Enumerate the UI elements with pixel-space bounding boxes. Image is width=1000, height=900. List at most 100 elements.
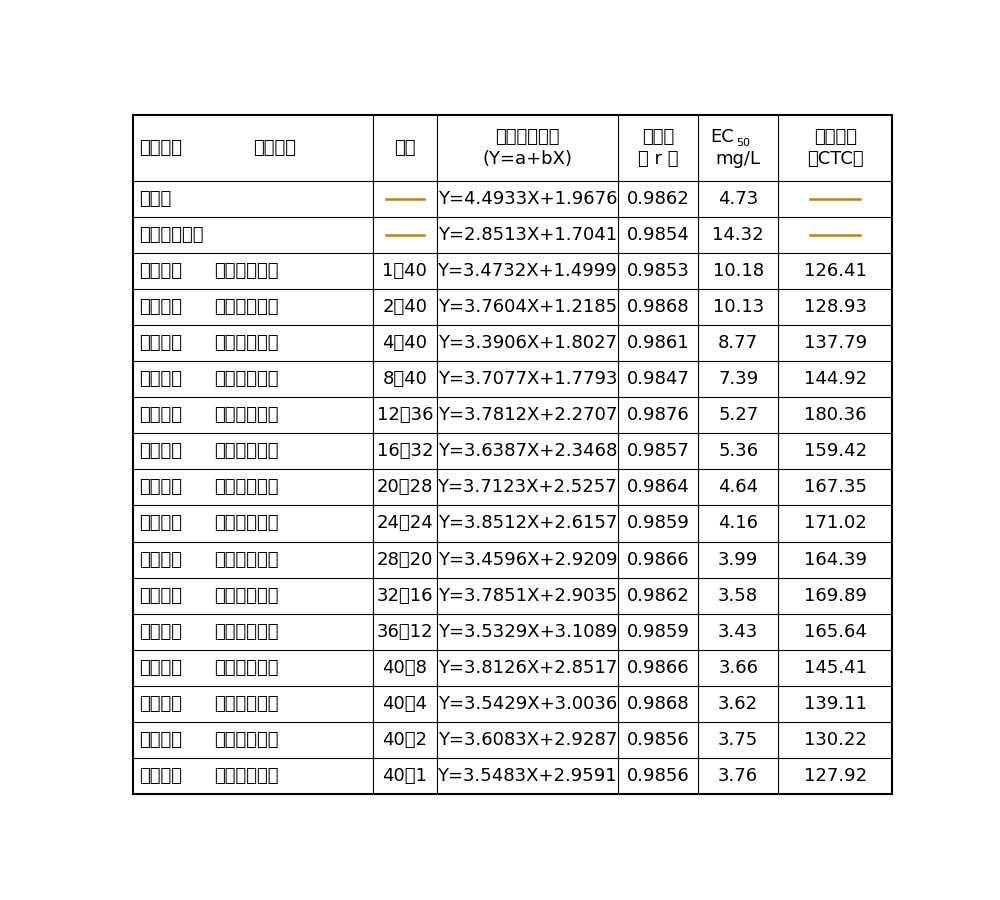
Text: Y=3.7851X+2.9035: Y=3.7851X+2.9035 [438, 587, 617, 605]
Text: 4.73: 4.73 [718, 190, 758, 208]
Text: 139.11: 139.11 [804, 695, 867, 713]
Text: 肟菌酯：: 肟菌酯： [139, 406, 182, 424]
Text: Y=3.8512X+2.6157: Y=3.8512X+2.6157 [438, 515, 617, 533]
Text: 0.9866: 0.9866 [627, 659, 689, 677]
Text: （CTC）: （CTC） [807, 150, 864, 168]
Text: EC: EC [711, 128, 734, 146]
Text: 28：20: 28：20 [377, 551, 433, 569]
Text: 3.75: 3.75 [718, 731, 758, 749]
Text: 8：40: 8：40 [382, 370, 427, 388]
Text: 3.43: 3.43 [718, 623, 758, 641]
Text: 0.9864: 0.9864 [627, 479, 689, 497]
Text: Y=3.7077X+1.7793: Y=3.7077X+1.7793 [438, 370, 617, 388]
Text: Y=3.5429X+3.0036: Y=3.5429X+3.0036 [438, 695, 617, 713]
Text: 4.16: 4.16 [718, 515, 758, 533]
Text: 16：32: 16：32 [377, 442, 433, 460]
Text: 肟菌酯：: 肟菌酯： [139, 767, 182, 785]
Text: 高效精甲霜灵: 高效精甲霜灵 [214, 406, 279, 424]
Text: 配比: 配比 [394, 139, 416, 157]
Text: 137.79: 137.79 [804, 334, 867, 352]
Text: 10.13: 10.13 [713, 298, 764, 316]
Text: 165.64: 165.64 [804, 623, 867, 641]
Text: Y=3.3906X+1.8027: Y=3.3906X+1.8027 [438, 334, 617, 352]
Text: 0.9859: 0.9859 [627, 515, 690, 533]
Text: 高效精甲霜灵: 高效精甲霜灵 [214, 262, 279, 280]
Text: 7.39: 7.39 [718, 370, 758, 388]
Text: 高效精甲霜灵: 高效精甲霜灵 [214, 695, 279, 713]
Text: 1：40: 1：40 [382, 262, 427, 280]
Text: 高效精甲霜灵: 高效精甲霜灵 [214, 442, 279, 460]
Text: 126.41: 126.41 [804, 262, 867, 280]
Text: 10.18: 10.18 [713, 262, 764, 280]
Text: 处理名称: 处理名称 [253, 139, 296, 157]
Text: mg/L: mg/L [716, 150, 761, 168]
Text: 159.42: 159.42 [804, 442, 867, 460]
Text: 40：1: 40：1 [382, 767, 427, 785]
Text: 130.22: 130.22 [804, 731, 867, 749]
Text: 0.9862: 0.9862 [627, 587, 689, 605]
Text: 0.9862: 0.9862 [627, 190, 689, 208]
Text: 高效精甲霜灵: 高效精甲霜灵 [214, 515, 279, 533]
Text: 0.9853: 0.9853 [627, 262, 690, 280]
Text: 5.36: 5.36 [718, 442, 758, 460]
Text: 3.62: 3.62 [718, 695, 758, 713]
Text: 毒力回归方程: 毒力回归方程 [495, 128, 560, 146]
Text: 高效精甲霜灵: 高效精甲霜灵 [214, 479, 279, 497]
Text: 高效精甲霜灵: 高效精甲霜灵 [214, 298, 279, 316]
Text: 相关系: 相关系 [642, 128, 674, 146]
Text: Y=3.7123X+2.5257: Y=3.7123X+2.5257 [437, 479, 617, 497]
Text: 高效精甲霜灵: 高效精甲霜灵 [214, 370, 279, 388]
Text: 肟菌酯：: 肟菌酯： [139, 551, 182, 569]
Text: 0.9876: 0.9876 [627, 406, 689, 424]
Text: 肟菌酯：: 肟菌酯： [139, 731, 182, 749]
Text: 2：40: 2：40 [382, 298, 427, 316]
Text: 4：40: 4：40 [382, 334, 427, 352]
Text: 肟菌酯：: 肟菌酯： [139, 623, 182, 641]
Text: 4.64: 4.64 [718, 479, 758, 497]
Text: 169.89: 169.89 [804, 587, 867, 605]
Text: 0.9847: 0.9847 [627, 370, 690, 388]
Text: 3.66: 3.66 [718, 659, 758, 677]
Text: 0.9866: 0.9866 [627, 551, 689, 569]
Text: 肟菌酯：: 肟菌酯： [139, 298, 182, 316]
Text: 3.99: 3.99 [718, 551, 758, 569]
Text: 高效精甲霜灵: 高效精甲霜灵 [214, 659, 279, 677]
Text: 肟菌酯：: 肟菌酯： [139, 515, 182, 533]
Text: (Y=a+bX): (Y=a+bX) [482, 150, 572, 168]
Text: 40：8: 40：8 [382, 659, 427, 677]
Text: Y=3.5329X+3.1089: Y=3.5329X+3.1089 [438, 623, 617, 641]
Text: 3.58: 3.58 [718, 587, 758, 605]
Text: Y=3.6387X+2.3468: Y=3.6387X+2.3468 [438, 442, 617, 460]
Text: 高效精甲霜灵: 高效精甲霜灵 [214, 623, 279, 641]
Text: Y=3.7812X+2.2707: Y=3.7812X+2.2707 [438, 406, 617, 424]
Text: 高效精甲霜灵: 高效精甲霜灵 [214, 587, 279, 605]
Text: 肟菌酯：: 肟菌酯： [139, 659, 182, 677]
Text: Y=3.6083X+2.9287: Y=3.6083X+2.9287 [438, 731, 617, 749]
Text: 数 r 值: 数 r 值 [638, 150, 678, 168]
Text: 40：4: 40：4 [382, 695, 427, 713]
Text: 127.92: 127.92 [804, 767, 867, 785]
Text: 高效精甲霜灵: 高效精甲霜灵 [214, 551, 279, 569]
Text: 高效精甲霜灵: 高效精甲霜灵 [214, 731, 279, 749]
Text: Y=3.4732X+1.4999: Y=3.4732X+1.4999 [437, 262, 617, 280]
Text: 0.9861: 0.9861 [627, 334, 689, 352]
Text: Y=3.7604X+1.2185: Y=3.7604X+1.2185 [438, 298, 617, 316]
Text: 32：16: 32：16 [377, 587, 433, 605]
Text: 肟菌酯：: 肟菌酯： [139, 262, 182, 280]
Text: 14.32: 14.32 [712, 226, 764, 244]
Text: Y=3.5483X+2.9591: Y=3.5483X+2.9591 [437, 767, 617, 785]
Text: 50: 50 [736, 138, 750, 148]
Text: 肟菌酯：: 肟菌酯： [139, 370, 182, 388]
Text: 3.76: 3.76 [718, 767, 758, 785]
Text: 0.9856: 0.9856 [627, 731, 689, 749]
Text: 肟菌酯：: 肟菌酯： [139, 442, 182, 460]
Text: Y=4.4933X+1.9676: Y=4.4933X+1.9676 [438, 190, 617, 208]
Text: 肟菌酯：: 肟菌酯： [139, 695, 182, 713]
Text: 0.9868: 0.9868 [627, 298, 689, 316]
Text: 0.9868: 0.9868 [627, 695, 689, 713]
Text: 共毒系数: 共毒系数 [814, 128, 857, 146]
Text: Y=3.8126X+2.8517: Y=3.8126X+2.8517 [438, 659, 617, 677]
Text: 171.02: 171.02 [804, 515, 867, 533]
Text: 0.9859: 0.9859 [627, 623, 690, 641]
Text: 高效精甲霜灵: 高效精甲霜灵 [139, 226, 203, 244]
